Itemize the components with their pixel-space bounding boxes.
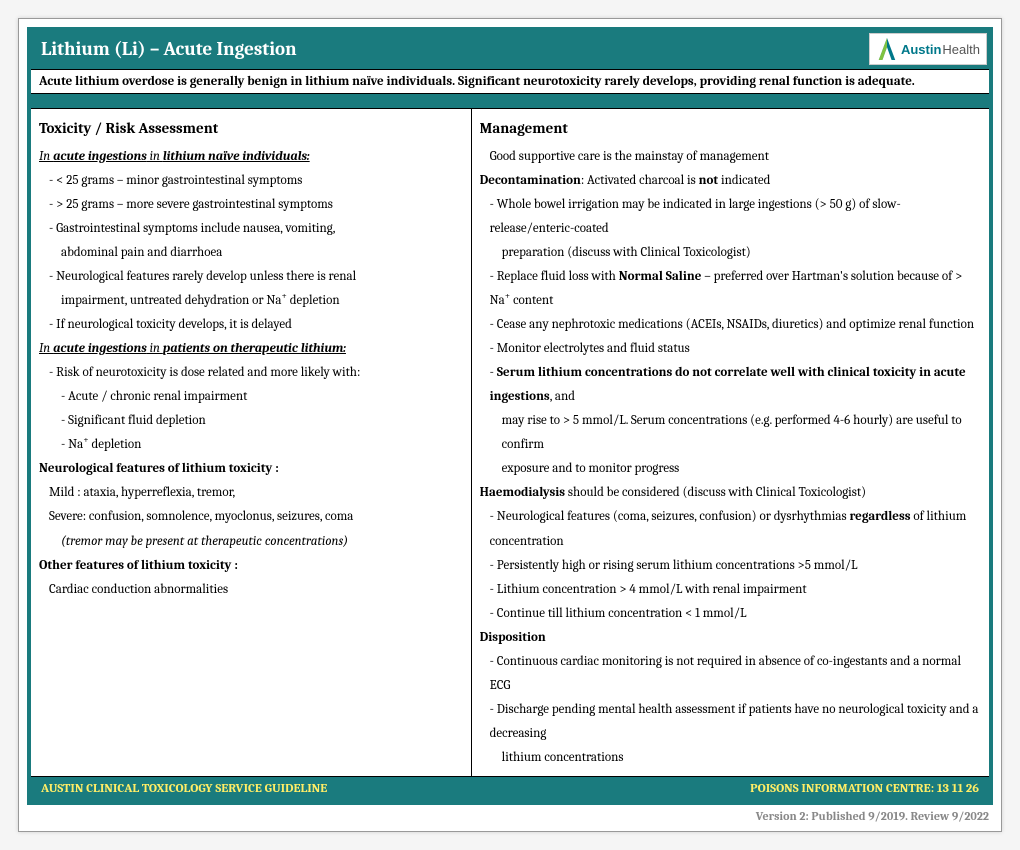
subheading-therapeutic: In acute ingestions in patients on thera… (39, 337, 463, 361)
haemodialysis-line: Haemodialysis should be considered (disc… (480, 481, 981, 505)
footer-left: AUSTIN CLINICAL TOXICOLOGY SERVICE GUIDE… (41, 782, 327, 796)
version-text: Version 2: Published 9/2019. Review 9/20… (27, 805, 993, 823)
decontamination-line: Decontamination: Activated charcoal is n… (480, 169, 981, 193)
list-subitem: - Significant fluid depletion (39, 409, 463, 433)
logo-text-austin: Austin (901, 42, 941, 57)
logo-text-health: Health (942, 42, 980, 57)
list-item-cont: abdominal pain and diarrhoea (39, 241, 463, 265)
management-heading: Management (480, 115, 981, 143)
list-item: - Risk of neurotoxicity is dose related … (39, 361, 463, 385)
disposition-heading: Disposition (480, 626, 981, 650)
list-item: - Lithium concentration > 4 mmol/L with … (480, 578, 981, 602)
document-page: Lithium (Li) – Acute Ingestion Austin He… (18, 18, 1002, 832)
alert-summary: Acute lithium overdose is generally beni… (31, 69, 989, 94)
list-item: - < 25 grams – minor gastrointestinal sy… (39, 169, 463, 193)
footer-right: POISONS INFORMATION CENTRE: 13 11 26 (750, 782, 979, 796)
list-item: - Whole bowel irrigation may be indicate… (480, 193, 981, 241)
list-subitem: - Acute / chronic renal impairment (39, 385, 463, 409)
list-item: - Replace fluid loss with Normal Saline … (480, 265, 981, 313)
list-item-cont: preparation (discuss with Clinical Toxic… (480, 241, 981, 265)
list-item: - Neurological features rarely develop u… (39, 265, 463, 289)
page-title: Lithium (Li) – Acute Ingestion (31, 31, 867, 67)
list-item: - Persistently high or rising serum lith… (480, 554, 981, 578)
list-item: - Gastrointestinal symptoms include naus… (39, 217, 463, 241)
subheading-naive: In acute ingestions in lithium naïve ind… (39, 145, 463, 169)
other-heading: Other features of lithium toxicity : (39, 554, 463, 578)
title-bar: Lithium (Li) – Acute Ingestion Austin He… (31, 31, 989, 69)
neuro-heading: Neurological features of lithium toxicit… (39, 457, 463, 481)
list-item: Mild : ataxia, hyperreflexia, tremor, (39, 481, 463, 505)
list-item: - Cease any nephrotoxic medications (ACE… (480, 313, 981, 337)
list-item: - Monitor electrolytes and fluid status (480, 337, 981, 361)
list-item: - > 25 grams – more severe gastrointesti… (39, 193, 463, 217)
management-column: Management Good supportive care is the m… (472, 109, 989, 776)
list-item: - Neurological features (coma, seizures,… (480, 505, 981, 553)
austin-health-icon (876, 36, 898, 62)
note-italic: (tremor may be present at therapeutic co… (39, 530, 463, 554)
list-item-cont: lithium concentrations (480, 746, 981, 770)
content-columns: Toxicity / Risk Assessment In acute inge… (31, 108, 989, 776)
list-item-cont: may rise to > 5 mmol/L. Serum concentrat… (480, 409, 981, 457)
list-item: - If neurological toxicity develops, it … (39, 313, 463, 337)
list-item: Severe: confusion, somnolence, myoclonus… (39, 505, 463, 529)
list-item: Cardiac conduction abnormalities (39, 578, 463, 602)
footer-bar: AUSTIN CLINICAL TOXICOLOGY SERVICE GUIDE… (31, 776, 989, 801)
list-subitem: - Na+ depletion (39, 433, 463, 457)
list-item-cont: exposure and to monitor progress (480, 457, 981, 481)
teal-spacer (31, 94, 989, 108)
list-item: - Continuous cardiac monitoring is not r… (480, 650, 981, 698)
toxicity-heading: Toxicity / Risk Assessment (39, 115, 463, 143)
toxicity-column: Toxicity / Risk Assessment In acute inge… (31, 109, 472, 776)
logo: Austin Health (869, 33, 987, 65)
list-item: Good supportive care is the mainstay of … (480, 145, 981, 169)
list-item: - Continue till lithium concentration < … (480, 602, 981, 626)
list-item-cont: impairment, untreated dehydration or Na+… (39, 289, 463, 313)
guideline-frame: Lithium (Li) – Acute Ingestion Austin He… (27, 27, 993, 805)
list-item: - Discharge pending mental health assess… (480, 698, 981, 746)
list-item: - Serum lithium concentrations do not co… (480, 361, 981, 409)
